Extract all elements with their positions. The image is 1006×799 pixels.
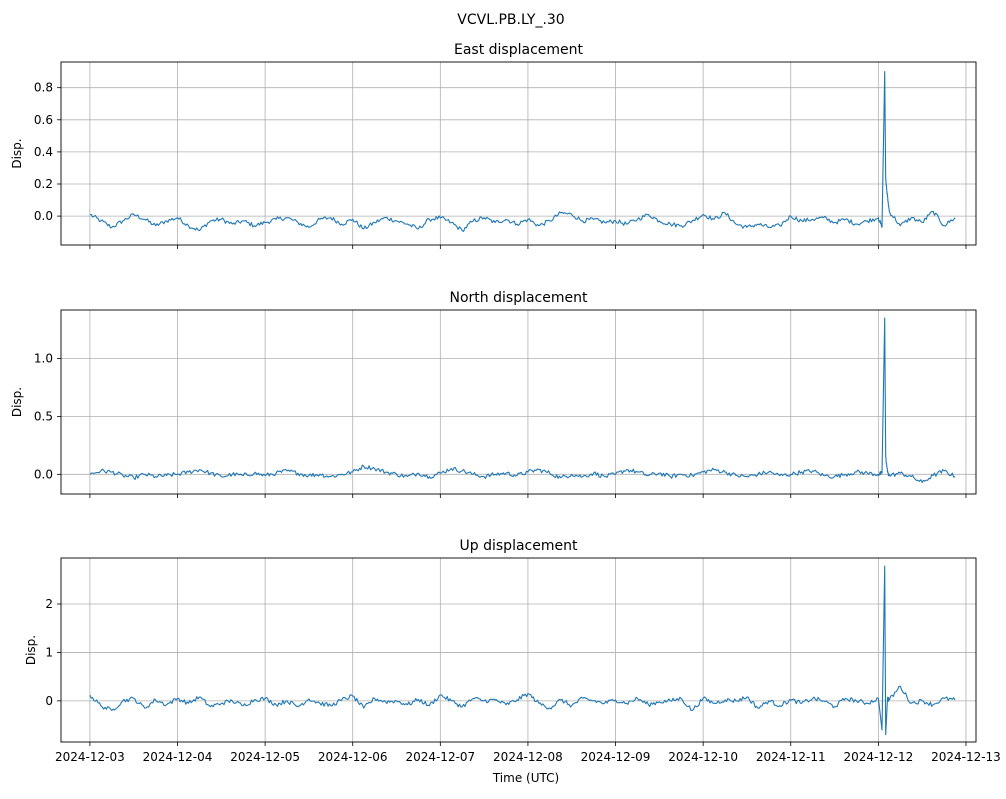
y-tick-label: 1 (45, 645, 53, 659)
y-axis-label: Disp. (10, 138, 24, 168)
x-tick-label: 2024-12-03 (55, 750, 125, 764)
y-tick-label: 0.5 (34, 409, 53, 423)
y-tick-label: 0.2 (34, 177, 53, 191)
axes-frame (60, 61, 977, 246)
x-tick-label: 2024-12-05 (230, 750, 300, 764)
x-tick-label: 2024-12-09 (581, 750, 651, 764)
y-tick-label: 0.0 (34, 209, 53, 223)
x-tick-label: 2024-12-12 (843, 750, 913, 764)
x-tick-label: 2024-12-13 (931, 750, 1001, 764)
figure-title: VCVL.PB.LY_.30 (457, 12, 564, 28)
x-tick-label: 2024-12-07 (405, 750, 475, 764)
panel-2: 0.0 0.5 1.0 North displacement Disp. (10, 290, 977, 498)
x-tick-label: 2024-12-06 (318, 750, 388, 764)
panel-1: 0.0 0.2 0.4 0.6 0.8 East displacement Disp. (10, 42, 977, 249)
axes-frame (60, 309, 977, 495)
panel-3: 2024-12-03 2024-12-04 2024-12-05 2024-12-06… (24, 538, 1001, 764)
y-tick-label: 0.6 (34, 113, 53, 127)
panel-title: North displacement (450, 290, 588, 306)
y-axis-label: Disp. (10, 387, 24, 417)
panel-title: East displacement (454, 42, 584, 58)
y-axis-label: Disp. (24, 635, 38, 665)
series-line-1 (89, 317, 956, 483)
panel-title: Up displacement (460, 538, 578, 554)
x-tick-label: 2024-12-04 (143, 750, 213, 764)
x-tick-label: 2024-12-08 (493, 750, 563, 764)
x-axis-label: Time (UTC) (492, 771, 559, 785)
x-tick-label: 2024-12-10 (668, 750, 738, 764)
axes-frame (60, 557, 977, 743)
y-tick-label: 1.0 (34, 352, 53, 366)
y-tick-label: 0.4 (34, 145, 53, 159)
series-line-1 (89, 565, 956, 736)
y-tick-label: 0.0 (34, 467, 53, 481)
y-tick-label: 0.8 (34, 81, 53, 95)
y-tick-label: 2 (45, 597, 53, 611)
x-tick-label: 2024-12-11 (756, 750, 826, 764)
y-tick-label: 0 (45, 694, 53, 708)
series-line-1 (89, 71, 956, 232)
